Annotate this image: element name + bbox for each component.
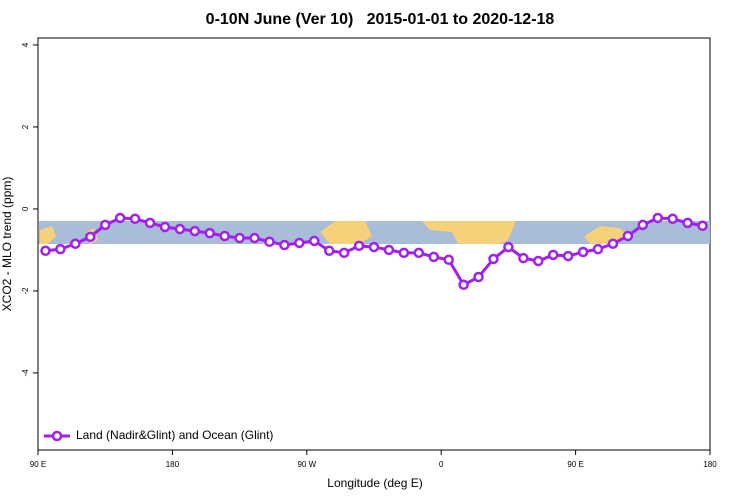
- legend-marker: [51, 430, 63, 442]
- y-tick-label: 4: [21, 42, 30, 47]
- data-point: [443, 254, 454, 266]
- y-axis-label: XCO2 - MLO trend (ppm): [0, 177, 14, 312]
- x-tick-label: 180: [166, 460, 180, 469]
- land: [320, 221, 372, 244]
- data-point: [652, 212, 663, 224]
- x-axis-label: Longitude (deg E): [327, 476, 422, 490]
- data-point: [99, 219, 111, 231]
- data-point: [682, 217, 693, 229]
- data-point: [129, 213, 141, 225]
- land: [422, 221, 516, 244]
- data-point: [697, 220, 708, 232]
- data-point: [607, 238, 619, 250]
- data-point: [622, 230, 634, 242]
- y-tick-label: 2: [21, 124, 30, 129]
- data-point: [249, 232, 260, 244]
- data-point: [114, 212, 126, 224]
- data-point: [159, 221, 171, 233]
- data-point: [309, 235, 320, 247]
- data-point: [85, 231, 96, 243]
- data-point: [234, 232, 245, 244]
- data-point: [458, 279, 469, 291]
- data-point: [353, 240, 365, 252]
- data-point: [637, 219, 649, 231]
- data-point: [323, 245, 335, 257]
- data-point: [473, 271, 484, 283]
- data-point: [279, 239, 290, 251]
- data-point: [547, 249, 559, 261]
- data-point: [383, 244, 395, 256]
- data-point: [667, 213, 678, 225]
- data-point: [368, 241, 380, 253]
- data-point: [562, 250, 574, 262]
- ocean-band: [39, 221, 710, 244]
- data-point: [488, 253, 499, 265]
- data-point: [174, 223, 186, 235]
- data-point: [264, 236, 275, 247]
- data-point: [533, 255, 544, 267]
- legend-label: Land (Nadir&Glint) and Ocean (Glint): [76, 428, 273, 442]
- x-tick-label: 0: [439, 460, 444, 469]
- data-point: [219, 230, 230, 242]
- data-point: [70, 238, 81, 250]
- x-tick-label: 90 E: [567, 460, 583, 469]
- data-point: [338, 247, 350, 259]
- data-point: [577, 246, 589, 258]
- data-point: [204, 227, 215, 239]
- land: [40, 226, 56, 244]
- data-point: [413, 247, 425, 259]
- data-point: [518, 252, 529, 264]
- data-point: [189, 225, 201, 237]
- data-point: [55, 243, 66, 255]
- chart-title: 0-10N June (Ver 10) 2015-01-01 to 2020-1…: [206, 11, 555, 28]
- x-tick-label: 90 E: [30, 460, 46, 469]
- y-tick-label: -4: [21, 369, 30, 377]
- data-point: [294, 237, 305, 249]
- data-point: [428, 251, 439, 263]
- data-point: [144, 217, 156, 229]
- x-tick-label: 180: [703, 460, 717, 469]
- y-tick-label: 0: [21, 206, 30, 211]
- data-point: [503, 241, 514, 253]
- data-point: [592, 243, 604, 255]
- x-tick-label: 90 W: [297, 460, 316, 469]
- data-point: [40, 245, 51, 257]
- data-point: [398, 247, 410, 259]
- y-tick-label: -2: [21, 287, 30, 295]
